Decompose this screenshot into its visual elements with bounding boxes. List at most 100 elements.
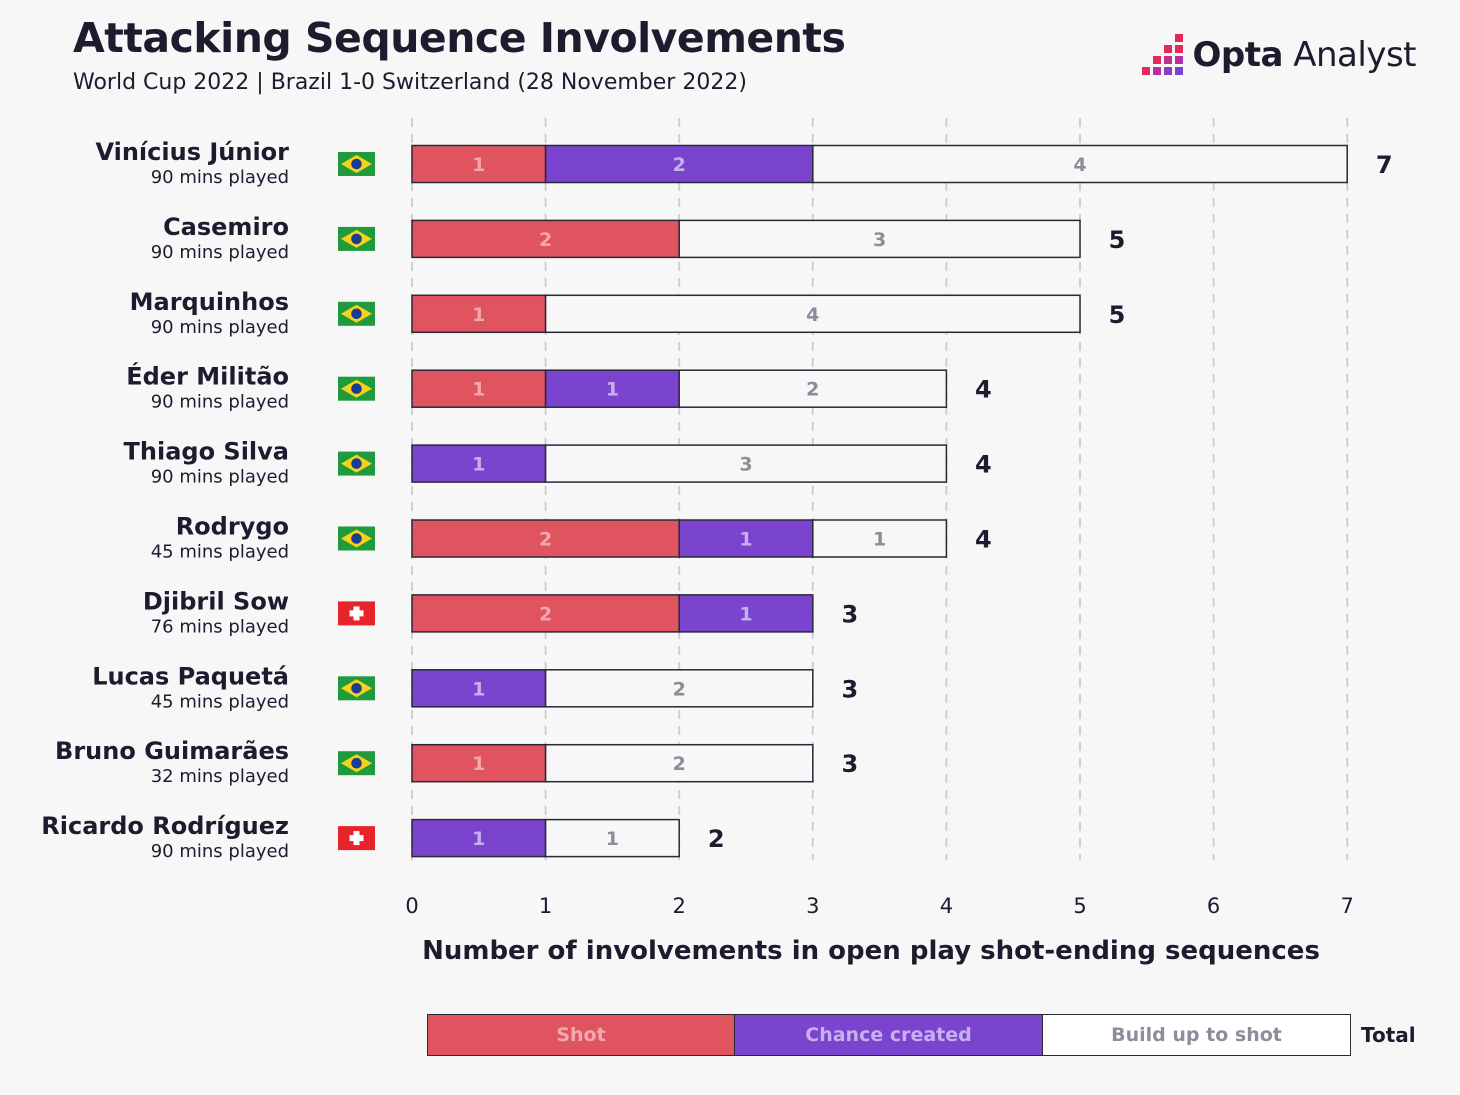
bar-segment-shot bbox=[411, 519, 680, 558]
brand-logo: Opta Analyst bbox=[1139, 32, 1417, 78]
bar-segment-shot bbox=[411, 594, 680, 633]
player-minutes: 90 mins played bbox=[151, 467, 289, 488]
segment-label: 4 bbox=[806, 304, 819, 326]
x-tick-label: 6 bbox=[1207, 894, 1220, 918]
flag-globe bbox=[351, 158, 362, 170]
x-tick-label: 7 bbox=[1341, 894, 1354, 918]
segment-label: 2 bbox=[806, 379, 819, 401]
player-minutes: 90 mins played bbox=[151, 841, 289, 862]
total-label: 3 bbox=[841, 675, 858, 703]
player-minutes: 90 mins played bbox=[151, 317, 289, 338]
bar-segment-buildup bbox=[544, 444, 948, 483]
segment-label: 1 bbox=[739, 603, 752, 625]
player-name: Casemiro bbox=[163, 213, 289, 241]
bar-segment-chance bbox=[411, 444, 547, 483]
player-minutes: 76 mins played bbox=[151, 616, 289, 637]
bar-segment-buildup bbox=[812, 144, 1348, 184]
segment-label: 2 bbox=[673, 678, 686, 700]
segment-label: 2 bbox=[673, 753, 686, 775]
bar-segment-chance bbox=[678, 594, 814, 633]
switzerland-flag-icon bbox=[338, 601, 375, 626]
segment-label: 1 bbox=[472, 678, 485, 700]
segment-label: 1 bbox=[472, 154, 485, 176]
segment-label: 4 bbox=[1073, 154, 1086, 176]
flag-globe bbox=[351, 683, 362, 694]
brazil-flag-icon bbox=[338, 376, 375, 401]
segment-label: 2 bbox=[539, 529, 552, 551]
segment-label: 3 bbox=[739, 454, 752, 476]
segment-label: 3 bbox=[873, 229, 886, 251]
total-label: 7 bbox=[1376, 151, 1393, 179]
chart-subtitle: World Cup 2022 | Brazil 1-0 Switzerland … bbox=[73, 70, 747, 95]
player-minutes: 90 mins played bbox=[151, 392, 289, 413]
x-tick-label: 4 bbox=[940, 894, 953, 918]
bar-segment-shot bbox=[411, 294, 547, 334]
x-tick-label: 2 bbox=[673, 894, 686, 918]
bar-segment-buildup bbox=[544, 743, 814, 783]
bar-segment-buildup bbox=[544, 294, 1081, 334]
segment-label: 1 bbox=[739, 529, 752, 551]
player-name: Thiago Silva bbox=[124, 438, 289, 466]
total-label: 5 bbox=[1109, 301, 1126, 329]
brazil-flag-icon bbox=[338, 451, 375, 476]
segment-label: 1 bbox=[472, 828, 485, 850]
bar-segment-shot bbox=[411, 369, 547, 408]
brand-wordmark: Opta Analyst bbox=[1192, 35, 1417, 75]
player-name: Djibril Sow bbox=[143, 587, 289, 615]
brazil-flag-icon bbox=[338, 301, 375, 326]
segment-label: 1 bbox=[873, 529, 886, 551]
legend-build-up-to-shot: Build up to shot bbox=[1043, 1014, 1351, 1056]
brazil-flag-icon bbox=[338, 751, 375, 776]
total-label: 3 bbox=[841, 600, 858, 628]
bar-segment-chance bbox=[678, 519, 814, 558]
total-label: 4 bbox=[975, 451, 992, 479]
flag-globe bbox=[351, 308, 362, 320]
x-tick-label: 0 bbox=[405, 894, 418, 918]
chart-title: Attacking Sequence Involvements bbox=[73, 14, 846, 62]
bar-segment-shot bbox=[411, 219, 680, 259]
bar-segment-buildup bbox=[544, 818, 680, 858]
segment-label: 2 bbox=[539, 603, 552, 625]
flag-globe bbox=[351, 458, 362, 469]
player-name: Lucas Paquetá bbox=[92, 662, 289, 690]
brazil-flag-icon bbox=[338, 226, 375, 251]
bar-segment-chance bbox=[544, 369, 680, 408]
bar-segment-chance bbox=[411, 669, 547, 708]
total-label: 4 bbox=[975, 526, 992, 554]
player-minutes: 45 mins played bbox=[151, 542, 289, 563]
brazil-flag-icon bbox=[338, 152, 375, 176]
opta-logo-icon bbox=[1141, 34, 1183, 75]
brazil-flag-icon bbox=[338, 526, 375, 551]
segment-label: 1 bbox=[472, 454, 485, 476]
flag-cross bbox=[349, 610, 364, 617]
switzerland-flag-icon bbox=[338, 826, 375, 851]
x-axis-label: Number of involvements in open play shot… bbox=[422, 936, 1320, 966]
segment-label: 2 bbox=[673, 154, 686, 176]
segment-label: 1 bbox=[472, 304, 485, 326]
player-name: Vinícius Júnior bbox=[95, 138, 289, 166]
legend-chance-created: Chance created bbox=[735, 1014, 1043, 1056]
segment-label: 1 bbox=[472, 753, 485, 775]
player-name: Rodrygo bbox=[176, 513, 289, 541]
segment-label: 1 bbox=[606, 828, 619, 850]
player-minutes: 90 mins played bbox=[151, 167, 289, 188]
bar-segment-buildup bbox=[812, 519, 948, 558]
bar-segment-buildup bbox=[678, 219, 1081, 259]
player-minutes: 90 mins played bbox=[151, 242, 289, 263]
legend-total: Total bbox=[1361, 1023, 1416, 1047]
total-label: 2 bbox=[708, 825, 725, 853]
segment-label: 2 bbox=[539, 229, 552, 251]
total-label: 3 bbox=[841, 750, 858, 778]
total-label: 4 bbox=[975, 376, 992, 404]
total-label: 5 bbox=[1109, 226, 1126, 254]
bar-segment-buildup bbox=[678, 369, 948, 408]
bar-segment-buildup bbox=[544, 669, 814, 708]
x-tick-label: 1 bbox=[539, 894, 552, 918]
player-minutes: 45 mins played bbox=[151, 691, 289, 712]
player-name: Ricardo Rodríguez bbox=[41, 812, 289, 840]
player-name: Bruno Guimarães bbox=[55, 737, 289, 765]
legend-shot: Shot bbox=[427, 1014, 735, 1056]
segment-label: 1 bbox=[472, 379, 485, 401]
bar-segment-shot bbox=[411, 743, 547, 783]
